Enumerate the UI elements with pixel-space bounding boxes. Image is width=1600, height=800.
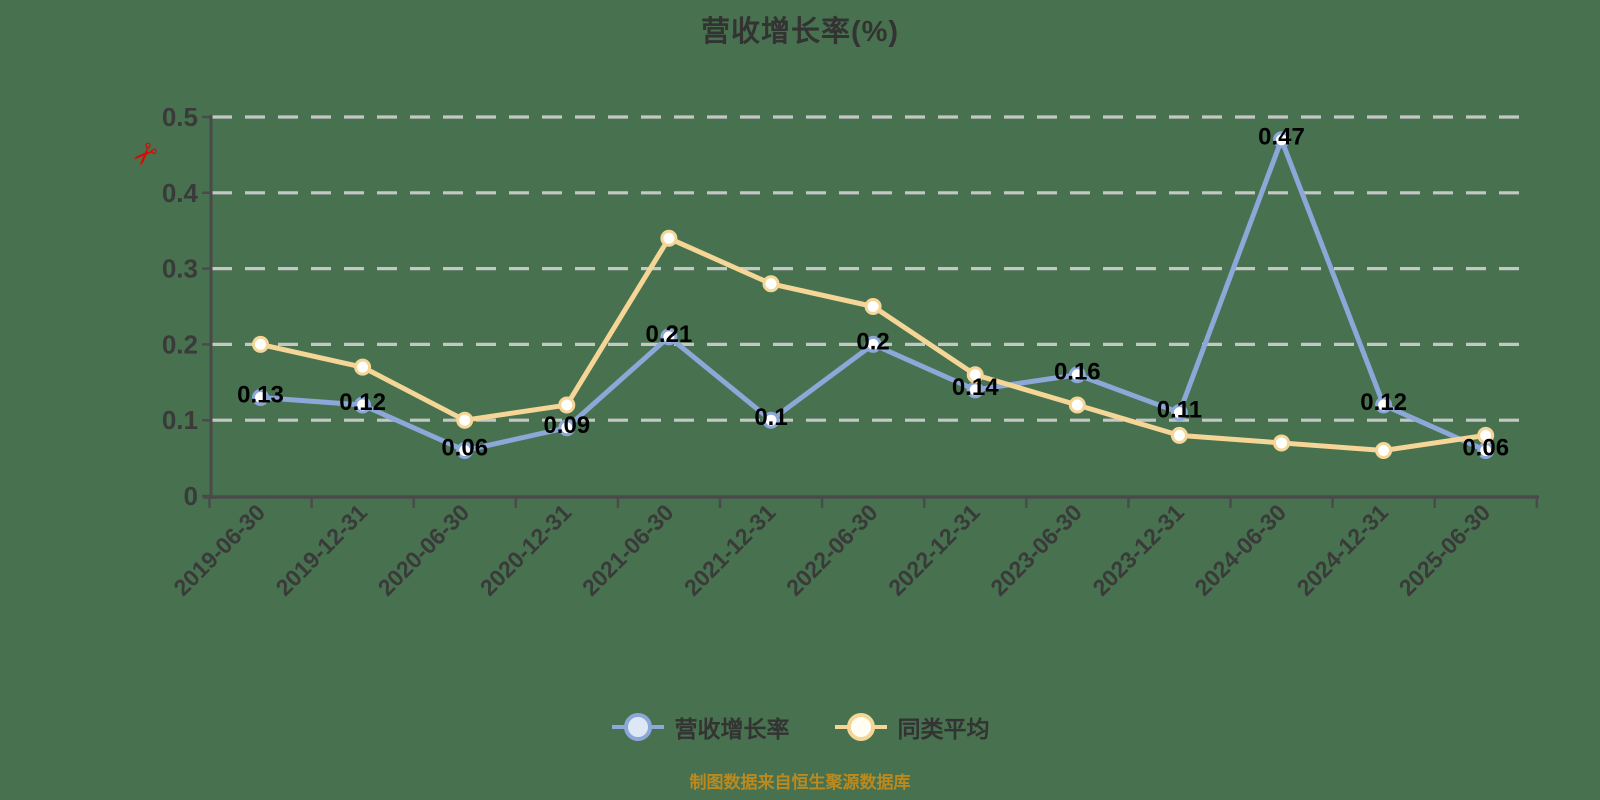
data-point-marker xyxy=(1477,426,1495,444)
x-tick-label: 2020-06-30 xyxy=(373,499,475,601)
point-value-label: 0.16 xyxy=(1054,359,1101,386)
y-tick-label: 0.3 xyxy=(162,254,198,284)
x-tick-label: 2024-06-30 xyxy=(1189,499,1291,601)
series-line-0 xyxy=(258,137,1489,454)
data-point-marker xyxy=(1375,442,1393,460)
legend-label-category-average: 同类平均 xyxy=(897,716,990,742)
legend-label-revenue-growth: 营收增长率 xyxy=(674,716,790,742)
x-tick-label: 2021-12-31 xyxy=(679,499,781,601)
chart-title: 营收增长率(%) xyxy=(700,16,900,48)
point-value-label: 0.09 xyxy=(543,412,590,439)
point-value-label: 0.13 xyxy=(237,381,284,408)
data-point-marker xyxy=(762,275,780,293)
point-value-label: 0.21 xyxy=(646,321,693,348)
data-point-marker xyxy=(252,335,269,353)
data-point-marker xyxy=(1068,396,1086,414)
data-point-marker xyxy=(354,396,372,414)
data-point-marker xyxy=(1068,366,1086,384)
data-point-marker xyxy=(456,411,474,429)
data-point-marker xyxy=(762,411,780,429)
data-point-marker xyxy=(456,442,474,460)
y-tick-label: 0 xyxy=(184,481,198,511)
x-tick-label: 2025-06-30 xyxy=(1394,499,1496,601)
x-tick-label: 2022-12-31 xyxy=(883,499,985,601)
point-value-label: 0.11 xyxy=(1157,397,1202,424)
point-value-label: 0.2 xyxy=(856,328,889,355)
data-point-marker xyxy=(558,419,576,437)
point-value-label: 0.47 xyxy=(1258,124,1305,151)
data-point-marker xyxy=(660,328,678,346)
point-value-label: 0.12 xyxy=(1360,389,1407,416)
data-point-marker xyxy=(558,396,576,414)
data-point-marker xyxy=(966,366,984,384)
point-value-label: 0.12 xyxy=(339,389,386,416)
data-point-marker xyxy=(1170,426,1188,444)
data-point-marker xyxy=(1375,396,1393,414)
data-point-marker xyxy=(864,335,882,353)
x-tick-label: 2023-12-31 xyxy=(1087,499,1189,601)
legend-marker-revenue-growth xyxy=(611,713,664,741)
point-value-label: 0.1 xyxy=(754,404,787,431)
data-point-marker xyxy=(252,388,269,406)
data-point-marker xyxy=(354,358,372,376)
y-tick-label: 0.5 xyxy=(162,102,198,132)
legend: 营收增长率 同类平均 xyxy=(0,710,1600,744)
x-tick-label: 2023-06-30 xyxy=(985,499,1087,601)
legend-marker-category-average xyxy=(834,713,887,741)
point-value-label: 0.06 xyxy=(441,435,488,462)
data-point-marker xyxy=(1273,131,1290,149)
point-value-label: 0.14 xyxy=(952,374,999,401)
legend-item-revenue-growth: 营收增长率 xyxy=(611,710,790,744)
x-tick-label: 2020-12-31 xyxy=(475,499,577,601)
x-tick-label: 2019-06-30 xyxy=(168,499,270,601)
x-tick-label: 2019-12-31 xyxy=(271,499,373,601)
x-tick-label: 2022-06-30 xyxy=(781,499,883,601)
data-point-marker xyxy=(864,298,882,315)
data-point-marker xyxy=(1273,434,1290,452)
x-tick-label: 2024-12-31 xyxy=(1292,499,1394,601)
data-point-marker xyxy=(1170,404,1188,422)
x-tick-label: 2021-06-30 xyxy=(577,499,679,601)
legend-circle-icon xyxy=(623,713,652,741)
point-value-label: 0.06 xyxy=(1462,435,1509,462)
legend-circle-icon xyxy=(846,713,875,741)
y-tick-label: 0.4 xyxy=(162,178,199,208)
data-point-marker xyxy=(660,229,678,247)
y-tick-label: 0.2 xyxy=(162,329,198,359)
y-tick-label: 0.1 xyxy=(162,405,198,435)
legend-item-category-average: 同类平均 xyxy=(834,710,990,744)
data-source-note: 制图数据来自恒生聚源数据库 xyxy=(689,773,911,792)
